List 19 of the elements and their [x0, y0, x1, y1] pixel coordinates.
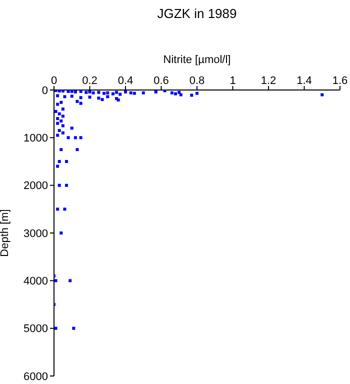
x-tick-label: 1.2 — [260, 75, 276, 87]
x-tick-label: 1 — [230, 75, 236, 87]
x-tick-label: 0 — [50, 75, 58, 87]
y-tick-label: 0 — [42, 84, 48, 97]
chart-title: JGZK in 1989 — [156, 6, 238, 21]
y-tick-label: 5000 — [24, 323, 48, 336]
x-tick-label: 1.6 — [332, 75, 348, 87]
y-axis-title: Depth [m] — [0, 209, 11, 257]
y-tick-label: 1000 — [24, 132, 48, 145]
x-tick-label: 1.4 — [296, 75, 312, 87]
y-tick-label: 3000 — [24, 228, 48, 240]
y-tick-label: 4000 — [24, 276, 48, 288]
x-tick-label: 0.8 — [189, 75, 205, 87]
x-tick-label: 0.6 — [154, 75, 169, 87]
y-tick-label: 2000 — [24, 180, 48, 192]
x-axis-title: Nitrite [µmol/l] — [162, 54, 232, 66]
x-tick-label: 0.2 — [82, 75, 98, 87]
y-tick-label: 6000 — [24, 370, 48, 383]
x-tick-label: 0.4 — [118, 75, 134, 87]
